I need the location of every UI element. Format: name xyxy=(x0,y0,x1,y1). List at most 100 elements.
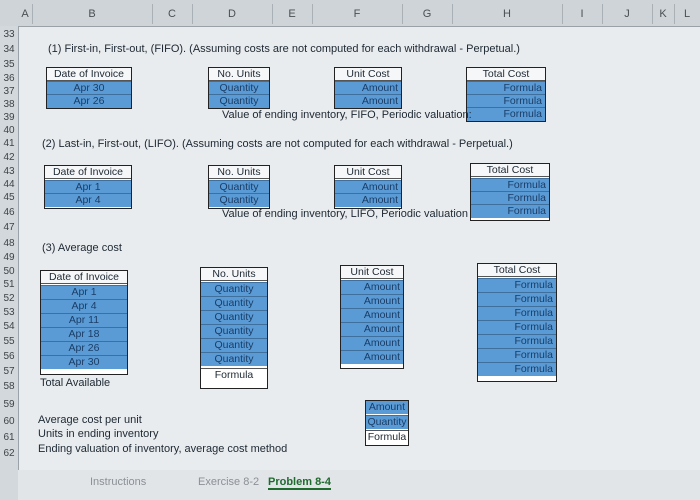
fifo-date-cell[interactable]: Apr 26 xyxy=(47,94,131,108)
column-header-b[interactable]: B xyxy=(32,4,153,24)
lifo-total-header[interactable]: Total Cost xyxy=(471,164,549,177)
lifo-units-cell[interactable]: Quantity xyxy=(209,180,269,194)
average-summary-amount-cell[interactable]: Amount xyxy=(366,401,408,414)
row-header[interactable]: 34 xyxy=(3,44,15,55)
column-header-h[interactable]: H xyxy=(452,4,563,24)
column-header-e[interactable]: E xyxy=(272,4,313,24)
fifo-cost-cell[interactable]: Amount xyxy=(335,81,401,95)
average-units-cell[interactable]: Quantity xyxy=(201,310,267,324)
average-total-cell[interactable]: Formula xyxy=(478,320,556,334)
tab-problem-8-4[interactable]: Problem 8-4 xyxy=(268,476,331,490)
average-units-cell[interactable]: Quantity xyxy=(201,338,267,352)
average-cost-header[interactable]: Unit Cost xyxy=(341,266,403,279)
row-header[interactable]: 59 xyxy=(3,399,15,410)
average-date-header[interactable]: Date of Invoice xyxy=(41,271,127,284)
average-units-cell[interactable]: Quantity xyxy=(201,324,267,338)
average-total-cell[interactable]: Formula xyxy=(478,348,556,362)
fifo-total-cell[interactable]: Formula xyxy=(467,107,545,121)
lifo-units-cell[interactable]: Quantity xyxy=(209,193,269,207)
average-total-cell[interactable]: Formula xyxy=(478,306,556,320)
lifo-units-header[interactable]: No. Units xyxy=(209,166,269,179)
column-header-l[interactable]: L xyxy=(674,4,700,24)
fifo-cost-cell[interactable]: Amount xyxy=(335,94,401,108)
average-cost-cell[interactable]: Amount xyxy=(341,322,403,336)
lifo-cost-cell[interactable]: Amount xyxy=(335,193,401,207)
average-total-cell[interactable]: Formula xyxy=(478,334,556,348)
row-header[interactable]: 48 xyxy=(3,238,15,249)
row-header[interactable]: 39 xyxy=(3,112,15,123)
fifo-date-header[interactable]: Date of Invoice xyxy=(47,68,131,81)
average-cost-cell[interactable]: Amount xyxy=(341,336,403,350)
row-header[interactable]: 44 xyxy=(3,179,15,190)
average-date-cell[interactable]: Apr 18 xyxy=(41,327,127,341)
row-header[interactable]: 58 xyxy=(3,381,15,392)
column-header-f[interactable]: F xyxy=(312,4,403,24)
fifo-total-header[interactable]: Total Cost xyxy=(467,68,545,81)
row-header[interactable]: 53 xyxy=(3,307,15,318)
lifo-total-cell[interactable]: Formula xyxy=(471,191,549,205)
lifo-total-cell[interactable]: Formula xyxy=(471,204,549,218)
average-date-cell[interactable]: Apr 4 xyxy=(41,299,127,313)
average-summary-quantity-cell[interactable]: Quantity xyxy=(366,415,408,429)
row-header[interactable]: 54 xyxy=(3,321,15,332)
row-header[interactable]: 36 xyxy=(3,73,15,84)
average-units-header[interactable]: No. Units xyxy=(201,268,267,281)
fifo-units-header[interactable]: No. Units xyxy=(209,68,269,81)
column-header-j[interactable]: J xyxy=(602,4,653,24)
row-header[interactable]: 37 xyxy=(3,86,15,97)
lifo-total-cell[interactable]: Formula xyxy=(471,178,549,192)
lifo-cost-cell[interactable]: Amount xyxy=(335,180,401,194)
fifo-units-cell[interactable]: Quantity xyxy=(209,94,269,108)
average-date-cell[interactable]: Apr 1 xyxy=(41,285,127,299)
row-header[interactable]: 55 xyxy=(3,336,15,347)
fifo-date-cell[interactable]: Apr 30 xyxy=(47,81,131,95)
column-header-d[interactable]: D xyxy=(192,4,273,24)
average-cost-cell[interactable]: Amount xyxy=(341,294,403,308)
average-date-cell[interactable]: Apr 26 xyxy=(41,341,127,355)
average-cost-cell[interactable]: Amount xyxy=(341,280,403,294)
average-total-cell[interactable]: Formula xyxy=(478,278,556,292)
average-units-cell[interactable]: Quantity xyxy=(201,282,267,296)
column-header-c[interactable]: C xyxy=(152,4,193,24)
column-header-k[interactable]: K xyxy=(652,4,675,24)
average-summary-formula-cell[interactable]: Formula xyxy=(366,430,408,444)
row-header[interactable]: 52 xyxy=(3,293,15,304)
column-header-i[interactable]: I xyxy=(562,4,603,24)
row-header[interactable]: 50 xyxy=(3,266,15,277)
row-header[interactable]: 51 xyxy=(3,279,15,290)
row-header[interactable]: 56 xyxy=(3,351,15,362)
row-header[interactable]: 40 xyxy=(3,125,15,136)
average-cost-cell[interactable]: Amount xyxy=(341,308,403,322)
row-header[interactable]: 43 xyxy=(3,166,15,177)
row-header[interactable]: 47 xyxy=(3,222,15,233)
row-header[interactable]: 62 xyxy=(3,448,15,459)
average-units-total-cell[interactable]: Formula xyxy=(201,368,267,382)
row-header[interactable]: 61 xyxy=(3,432,15,443)
fifo-total-cell[interactable]: Formula xyxy=(467,81,545,95)
row-header[interactable]: 49 xyxy=(3,252,15,263)
average-total-cell[interactable]: Formula xyxy=(478,362,556,376)
column-header-g[interactable]: G xyxy=(402,4,453,24)
average-units-cell[interactable]: Quantity xyxy=(201,296,267,310)
row-header[interactable]: 42 xyxy=(3,152,15,163)
row-header[interactable]: 38 xyxy=(3,99,15,110)
average-total-header[interactable]: Total Cost xyxy=(478,264,556,277)
average-total-cell[interactable]: Formula xyxy=(478,292,556,306)
column-header-a[interactable]: A xyxy=(18,4,33,24)
average-cost-cell[interactable]: Amount xyxy=(341,350,403,364)
row-header[interactable]: 46 xyxy=(3,207,15,218)
row-header[interactable]: 33 xyxy=(3,29,15,40)
row-header[interactable]: 45 xyxy=(3,192,15,203)
lifo-date-cell[interactable]: Apr 1 xyxy=(45,180,131,194)
lifo-cost-header[interactable]: Unit Cost xyxy=(335,166,401,179)
lifo-date-header[interactable]: Date of Invoice xyxy=(45,166,131,179)
average-date-cell[interactable]: Apr 11 xyxy=(41,313,127,327)
fifo-total-cell[interactable]: Formula xyxy=(467,94,545,108)
row-header[interactable]: 60 xyxy=(3,416,15,427)
average-units-cell[interactable]: Quantity xyxy=(201,352,267,366)
row-header[interactable]: 35 xyxy=(3,59,15,70)
lifo-date-cell[interactable]: Apr 4 xyxy=(45,193,131,207)
row-header[interactable]: 57 xyxy=(3,366,15,377)
average-date-cell[interactable]: Apr 30 xyxy=(41,355,127,369)
fifo-cost-header[interactable]: Unit Cost xyxy=(335,68,401,81)
